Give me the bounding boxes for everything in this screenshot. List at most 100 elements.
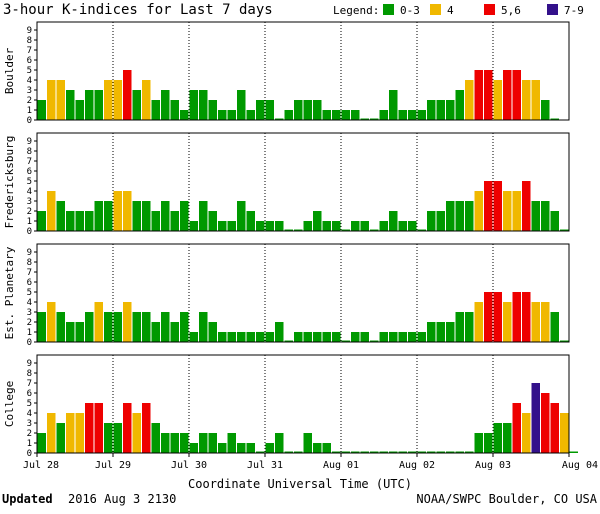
k-bar <box>246 211 255 231</box>
k-bar <box>275 118 284 120</box>
k-bar <box>379 332 388 342</box>
legend-swatch-storm <box>484 4 495 15</box>
station-panels: 0123456789Boulder0123456789Fredericksbur… <box>3 21 578 459</box>
x-tick-label: Aug 03 <box>475 460 511 471</box>
k-bar <box>455 451 464 453</box>
k-bar <box>294 100 303 120</box>
y-tick-label: 8 <box>27 36 32 46</box>
k-bar <box>37 211 46 231</box>
k-bar <box>465 451 474 453</box>
y-tick-label: 7 <box>27 157 32 167</box>
k-bar <box>56 80 65 120</box>
k-bar <box>180 312 189 342</box>
k-bar <box>123 302 132 342</box>
k-bar <box>132 201 141 231</box>
k-bar <box>66 413 75 453</box>
y-tick-label: 2 <box>27 429 32 439</box>
k-bar <box>398 451 407 453</box>
y-tick-label: 4 <box>27 409 32 419</box>
y-tick-label: 6 <box>27 389 32 399</box>
k-bar <box>75 413 84 453</box>
k-bar <box>104 201 113 231</box>
y-tick-label: 3 <box>27 197 32 207</box>
k-bar <box>322 443 331 453</box>
k-bar <box>303 433 312 453</box>
k-bar <box>161 201 170 231</box>
y-tick-label: 8 <box>27 147 32 157</box>
k-bar <box>66 90 75 120</box>
k-bar <box>37 433 46 453</box>
k-bar <box>474 433 483 453</box>
k-bar <box>37 312 46 342</box>
k-bar <box>531 201 540 231</box>
k-bar <box>142 312 151 342</box>
y-tick-label: 2 <box>27 318 32 328</box>
k-bar <box>503 302 512 342</box>
k-bar <box>256 332 265 342</box>
k-bar <box>379 110 388 120</box>
k-bar <box>474 302 483 342</box>
k-bar <box>493 181 502 231</box>
y-tick-label: 4 <box>27 298 32 308</box>
k-bar <box>351 332 360 342</box>
k-bar <box>512 70 521 120</box>
k-bar <box>85 403 94 453</box>
k-bar <box>227 332 236 342</box>
y-tick-label: 5 <box>27 66 32 76</box>
k-bar <box>465 201 474 231</box>
k-bar <box>294 229 303 231</box>
k-bar <box>427 100 436 120</box>
k-bar <box>541 393 550 453</box>
station-label: Est. Planetary <box>3 246 16 339</box>
y-tick-label: 1 <box>27 328 32 338</box>
k-bar <box>550 118 559 120</box>
y-tick-label: 6 <box>27 56 32 66</box>
k-bar <box>256 100 265 120</box>
k-bar <box>313 332 322 342</box>
k-bar <box>332 110 341 120</box>
k-bar <box>398 332 407 342</box>
k-bar <box>408 451 417 453</box>
y-tick-label: 0 <box>27 116 32 126</box>
k-bar <box>389 332 398 342</box>
k-bar <box>417 332 426 342</box>
k-bar <box>94 403 103 453</box>
k-bar <box>56 312 65 342</box>
k-bar <box>237 443 246 453</box>
k-bar <box>189 332 198 342</box>
k-bar <box>569 451 578 453</box>
y-tick-label: 0 <box>27 449 32 459</box>
k-bar <box>465 312 474 342</box>
k-bar <box>151 322 160 342</box>
k-bar <box>142 403 151 453</box>
k-bar <box>313 443 322 453</box>
k-bar <box>142 201 151 231</box>
station-label: Boulder <box>3 47 16 94</box>
y-tick-label: 2 <box>27 96 32 106</box>
x-axis-ticks: Jul 28 Jul 29 Jul 30 Jul 31 Aug 01 Aug 02 Aug … <box>23 453 598 471</box>
k-bar <box>113 191 122 231</box>
k-bar <box>436 322 445 342</box>
k-bar <box>455 90 464 120</box>
y-tick-label: 5 <box>27 177 32 187</box>
y-tick-label: 7 <box>27 46 32 56</box>
k-bar <box>227 221 236 231</box>
legend: Legend: 0-3 4 5,6 7-9 <box>333 4 584 17</box>
panel-frame <box>36 243 570 343</box>
k-bar <box>360 451 369 453</box>
k-bar <box>389 90 398 120</box>
panel-frame <box>36 21 570 121</box>
k-bar <box>294 332 303 342</box>
x-tick-label: Aug 01 <box>323 460 359 471</box>
k-bar <box>522 181 531 231</box>
k-bar <box>408 110 417 120</box>
legend-swatch-active <box>430 4 441 15</box>
k-bar <box>512 403 521 453</box>
k-bar <box>341 110 350 120</box>
k-bar <box>550 403 559 453</box>
k-bar <box>341 340 350 342</box>
